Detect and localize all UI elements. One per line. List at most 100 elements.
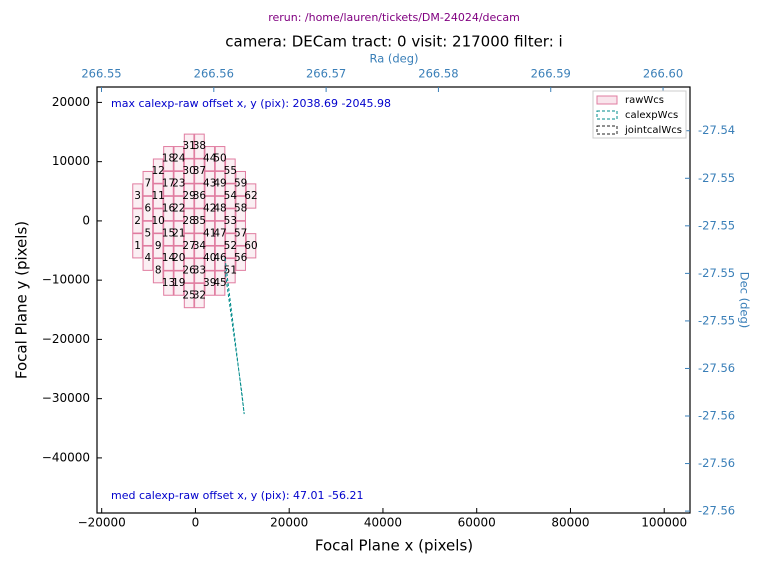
ccd-box <box>235 195 246 222</box>
ccd-label: 37 <box>193 165 206 177</box>
y-tick-label: −40000 <box>42 450 90 464</box>
ccd-label: 32 <box>193 290 206 302</box>
x2-label: Ra (deg) <box>369 52 418 66</box>
y2-tick-label: -27.56 <box>698 361 735 375</box>
ccd-label: 56 <box>234 252 248 264</box>
y-tick-label: −30000 <box>42 391 90 405</box>
y-tick-label: 10000 <box>52 154 90 168</box>
ccd-box <box>173 146 185 172</box>
ccd-label: 2 <box>134 215 141 227</box>
ccd-box <box>194 208 205 234</box>
ccd-label: 3 <box>134 190 141 202</box>
ccd-box <box>204 220 216 246</box>
ccd-label: 13 <box>162 277 175 289</box>
ccd-box <box>173 170 185 197</box>
ccd-box <box>173 245 185 271</box>
y-tick-label: −10000 <box>42 273 90 287</box>
offset-outline <box>224 258 245 415</box>
annotation: med calexp-raw offset x, y (pix): 47.01 … <box>111 489 364 502</box>
ccd-label: 49 <box>213 178 226 190</box>
ccd-label: 23 <box>172 178 185 190</box>
ccd-label: 46 <box>213 252 227 264</box>
legend-label: rawWcs <box>625 95 664 106</box>
ccd-box <box>142 195 154 222</box>
ccd-box <box>214 170 226 197</box>
ccd-label: 12 <box>151 165 164 177</box>
ccd-label: 53 <box>224 215 237 227</box>
plot-frame <box>96 86 691 514</box>
ccd-label: 22 <box>172 202 185 214</box>
ccd-label: 39 <box>203 277 216 289</box>
ccd-label: 36 <box>193 190 207 202</box>
ccd-box <box>204 245 216 271</box>
ccd-label: 34 <box>193 240 207 252</box>
y2-tick-label: -27.56 <box>698 409 735 423</box>
ccd-label: 60 <box>244 240 257 252</box>
y2-tick-label: -27.55 <box>698 266 735 280</box>
legend-box <box>592 90 687 139</box>
ccd-box <box>152 233 164 259</box>
ccd-label: 30 <box>182 165 195 177</box>
legend-patch <box>596 95 618 105</box>
ccd-label: 8 <box>155 265 162 277</box>
ccd-label: 24 <box>172 153 186 165</box>
ccd-label: 6 <box>145 202 152 214</box>
ccd-label: 62 <box>244 190 257 202</box>
ccd-label: 18 <box>162 153 175 165</box>
ccd-label: 57 <box>234 227 247 239</box>
ccd-box <box>163 195 174 222</box>
ccd-box <box>173 195 185 222</box>
ccd-box <box>225 258 236 284</box>
ccd-box <box>214 146 226 172</box>
ccd-label: 26 <box>182 265 196 277</box>
ccd-box <box>183 258 195 284</box>
y2-tick-label: -27.56 <box>698 456 735 470</box>
y2-label: Dec (deg) <box>738 272 752 329</box>
ccd-box <box>142 170 154 197</box>
y-label: Focal Plane y (pixels) <box>13 221 31 379</box>
ccd-label: 5 <box>145 227 152 239</box>
ccd-box <box>152 208 164 234</box>
ccd-box <box>183 158 195 184</box>
ccd-box <box>214 245 226 271</box>
ccd-box <box>163 220 174 246</box>
x-tick-label: 20000 <box>270 516 308 530</box>
x-label: Focal Plane x (pixels) <box>315 537 473 555</box>
ccd-box <box>152 183 164 209</box>
ccd-label: 15 <box>162 227 175 239</box>
ccd-label: 21 <box>172 227 185 239</box>
ccd-box <box>235 170 246 197</box>
ccd-label: 45 <box>213 277 226 289</box>
ccd-box <box>204 170 216 197</box>
x-tick-label: 80000 <box>551 516 589 530</box>
ccd-box <box>173 220 185 246</box>
ccd-box <box>194 282 205 309</box>
ccd-box <box>183 282 195 309</box>
ccd-box <box>183 183 195 209</box>
ccd-label: 33 <box>193 265 206 277</box>
ccd-box <box>204 270 216 296</box>
ccd-box <box>235 245 246 271</box>
ccd-label: 29 <box>182 190 195 202</box>
ccd-box <box>132 208 143 234</box>
ccd-box <box>194 233 205 259</box>
subtitle: rerun: /home/lauren/tickets/DM-24024/dec… <box>268 11 520 24</box>
ccd-label: 14 <box>162 252 176 264</box>
ccd-box <box>214 220 226 246</box>
y-tick-label: −20000 <box>42 332 90 346</box>
ccd-label: 11 <box>151 190 164 202</box>
ccd-box <box>183 233 195 259</box>
x-tick-label: −20000 <box>78 516 126 530</box>
ccd-label: 28 <box>182 215 195 227</box>
annotation: max calexp-raw offset x, y (pix): 2038.6… <box>111 97 391 110</box>
ccd-label: 58 <box>234 202 247 214</box>
ccd-box <box>132 233 143 259</box>
ccd-box <box>225 233 236 259</box>
ccd-label: 20 <box>172 252 185 264</box>
ccd-box <box>142 245 154 271</box>
ccd-box <box>235 220 246 246</box>
ccd-label: 59 <box>234 178 247 190</box>
x2-tick-label: 266.57 <box>306 67 346 81</box>
ccd-box <box>225 208 236 234</box>
